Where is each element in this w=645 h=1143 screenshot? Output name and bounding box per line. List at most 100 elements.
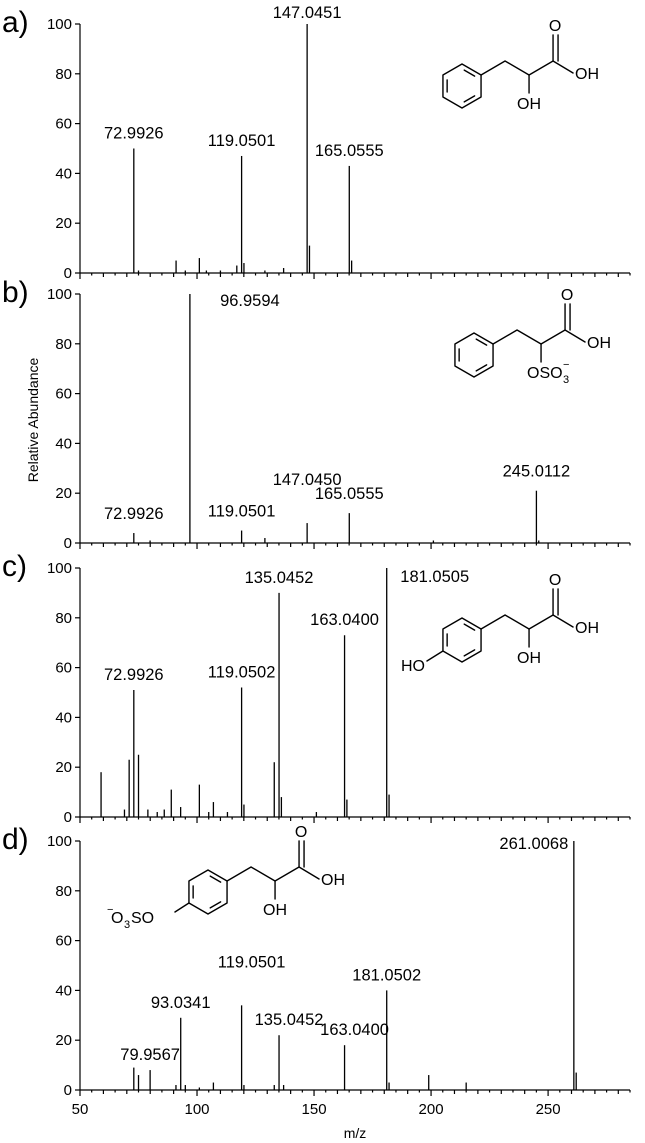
side-chain (480, 60, 554, 76)
x-tick-label: 50 (72, 1101, 89, 1118)
side-chain (226, 866, 300, 882)
structure-hydroxyphenyllactic-acid: O OH OH HO (401, 572, 599, 675)
peak-label: 135.0452 (255, 1011, 324, 1029)
y-tick-label: 60 (55, 116, 72, 133)
double-bond (463, 95, 476, 103)
side-chain (492, 329, 566, 345)
y-tick-label: 100 (47, 16, 72, 33)
peak-label: 163.0400 (320, 1021, 389, 1039)
oxygen-label: O (561, 287, 573, 304)
hydroxyl-bond (564, 329, 586, 343)
y-tick-label: 80 (55, 66, 72, 83)
y-tick-label: 100 (47, 560, 72, 577)
sulfate-subscript: 3 (124, 919, 130, 931)
y-tick-label: 80 (55, 883, 72, 900)
x-tick-label: 200 (419, 1101, 444, 1118)
x-tick-label: 250 (536, 1101, 561, 1118)
y-tick-label: 60 (55, 660, 72, 677)
benzene-ring (454, 332, 494, 378)
y-tick-label: 20 (55, 485, 72, 502)
y-tick-label: 100 (47, 286, 72, 303)
y-tick-label: 20 (55, 1032, 72, 1049)
phenol-bond (426, 650, 444, 662)
peak-label: 181.0505 (400, 568, 469, 586)
peak-label: 119.0502 (208, 664, 276, 682)
structure-phenyllactic-acid: O OH OH (442, 18, 599, 113)
panel-letter: a) (2, 6, 29, 39)
peak-label: 72.9926 (104, 505, 164, 523)
alpha-oh-label: OH (263, 902, 287, 919)
y-tick-label: 60 (55, 386, 72, 403)
y-tick-label: 60 (55, 933, 72, 950)
panel-letter: c) (2, 550, 27, 583)
y-tick-label: 20 (55, 759, 72, 776)
structure-phenyllactic-acid-sulfate: O OH OSO 3 − (454, 287, 611, 386)
double-bond (475, 338, 488, 346)
peak-label: 163.0400 (310, 611, 379, 629)
carboxyl-oh-label: OH (575, 66, 599, 83)
y-tick-label: 80 (55, 610, 72, 627)
peak-label: 119.0501 (208, 503, 276, 521)
phenol-ho-label: HO (401, 658, 425, 675)
sulfate-charge: − (107, 904, 113, 916)
sulfate-charge: − (563, 359, 569, 371)
benzene-ring (442, 63, 482, 109)
double-bond (209, 901, 222, 909)
double-bond (463, 649, 476, 657)
peak-label: 261.0068 (499, 835, 568, 853)
sulfate-o-label: O (111, 910, 123, 927)
peak-label: 165.0555 (315, 485, 384, 503)
carboxyl-oh-label: OH (321, 872, 345, 889)
benzene-ring (188, 869, 228, 915)
y-tick-label: 0 (64, 535, 72, 552)
y-tick-label: 40 (55, 435, 72, 452)
y-tick-label: 40 (55, 982, 72, 999)
alpha-oh-label: OH (517, 650, 541, 667)
x-tick-label: 150 (302, 1101, 327, 1118)
benzene-ring (442, 617, 482, 663)
x-axis-title: m/z (344, 1125, 367, 1141)
double-bond (463, 69, 476, 77)
peak-label: 245.0112 (503, 463, 571, 481)
y-tick-label: 0 (64, 1082, 72, 1099)
peak-label: 79.9567 (120, 1046, 180, 1064)
spectrum-panel-1: a) 0 20 40 60 80 100 72.9926 119.0501 147.0451 165… (2, 4, 631, 282)
oxygen-label: O (549, 18, 561, 35)
sulfate-label: OSO (527, 365, 563, 382)
double-bond (475, 364, 488, 372)
double-bond (209, 875, 222, 883)
sulfate-ester-bond (174, 902, 190, 913)
peak-label: 96.9594 (220, 292, 280, 310)
panel-letter: b) (2, 276, 29, 309)
sulfate-so-label: SO (131, 910, 154, 927)
oxygen-label: O (549, 572, 561, 589)
y-tick-label: 80 (55, 336, 72, 353)
sulfate-subscript: 3 (563, 374, 569, 386)
oxygen-label: O (295, 824, 307, 841)
y-axis-title: Relative Abundance (25, 358, 41, 483)
peak-label: 119.0501 (208, 132, 276, 150)
peak-label: 135.0452 (245, 569, 314, 587)
y-tick-label: 20 (55, 215, 72, 232)
side-chain (480, 614, 554, 630)
peak-label: 72.9926 (104, 666, 164, 684)
peak-label: 165.0555 (315, 142, 384, 160)
carboxyl-oh-label: OH (575, 620, 599, 637)
carboxyl-oh-label: OH (587, 335, 611, 352)
spectrum-panel-2: b) 0 20 40 60 80 100 72.9926 96.9594 119.0501 147.… (2, 276, 631, 552)
x-tick-label: 100 (185, 1101, 210, 1118)
panel-letter: d) (2, 823, 29, 856)
spectrum-panel-4: d) 0 20 40 60 80 100 79.9567 93.0341 119.0501 135.… (2, 823, 631, 1118)
y-tick-label: 40 (55, 709, 72, 726)
peak-label: 147.0450 (273, 471, 342, 489)
peak-label: 119.0501 (218, 953, 286, 971)
peak-label: 93.0341 (151, 994, 211, 1012)
double-bond (463, 623, 476, 631)
y-tick-label: 0 (64, 809, 72, 826)
alpha-oh-label: OH (517, 96, 541, 113)
y-tick-label: 100 (47, 833, 72, 850)
spectrum-panel-3: c) 0 20 40 60 80 100 72.9926 119.0502 135.0452 163… (2, 550, 631, 826)
hydroxyl-bond (298, 866, 320, 880)
